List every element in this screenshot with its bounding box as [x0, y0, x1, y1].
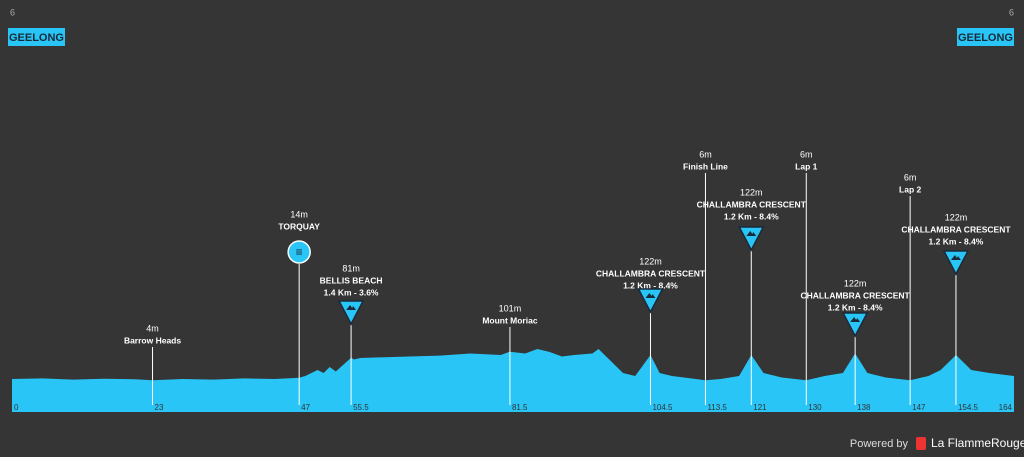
x-tick-label: 23 — [155, 403, 164, 412]
waypoint-altitude: 81m — [342, 263, 360, 273]
climb-icon — [337, 300, 365, 326]
climb-symbol — [645, 293, 656, 298]
waypoint-altitude: 122m — [844, 278, 867, 288]
climb-symbol — [346, 305, 357, 310]
climb-icon — [942, 250, 970, 276]
finish-name: GEELONG — [958, 32, 1013, 44]
waypoint-altitude: 6m — [699, 149, 712, 159]
waypoint-name: CHALLAMBRA CRESCENT — [901, 224, 1011, 234]
climb-symbol — [950, 255, 961, 260]
climb-symbol — [850, 317, 861, 322]
x-tick-label: 47 — [301, 403, 310, 412]
waypoint-name: TORQUAY — [278, 221, 320, 231]
elevation-area — [12, 349, 1014, 412]
sprint-symbol: ≡ — [296, 245, 303, 259]
waypoint-altitude: 101m — [499, 303, 522, 313]
x-tick-label: 164 — [999, 403, 1013, 412]
x-tick-label: 154.5 — [958, 403, 979, 412]
waypoint-detail: 1.2 Km - 8.4% — [724, 211, 779, 221]
climb-icon — [637, 288, 664, 314]
waypoint-name: Mount Moriac — [482, 315, 538, 325]
waypoint-detail: 1.4 Km - 3.6% — [324, 287, 379, 297]
x-tick-label: 55.5 — [353, 403, 369, 412]
climb-icon — [841, 312, 869, 338]
waypoint-detail: 1.2 Km - 8.4% — [929, 236, 984, 246]
powered-by: Powered by — [850, 438, 909, 450]
waypoint-altitude: 14m — [290, 209, 308, 219]
waypoint-altitude: 122m — [945, 212, 968, 222]
waypoint-altitude: 122m — [740, 187, 763, 197]
waypoint-detail: 1.2 Km - 8.4% — [828, 302, 883, 312]
brand: La FlammeRouge — [931, 436, 1024, 450]
waypoint-altitude: 4m — [146, 323, 159, 333]
waypoint-name: CHALLAMBRA CRESCENT — [596, 268, 706, 278]
start-name: GEELONG — [9, 32, 64, 44]
finish-number: 6 — [1009, 7, 1014, 17]
waypoint-altitude: 6m — [904, 172, 917, 182]
waypoint-name: Lap 1 — [795, 161, 817, 171]
start-number: 6 — [10, 7, 15, 17]
finish-box — [957, 28, 1014, 46]
start-box — [8, 28, 65, 46]
waypoint-detail: 1.2 Km - 8.4% — [623, 280, 678, 290]
x-tick-label: 121 — [753, 403, 767, 412]
waypoint-name: CHALLAMBRA CRESCENT — [697, 199, 807, 209]
x-tick-label: 147 — [912, 403, 926, 412]
waypoint-name: BELLIS BEACH — [320, 275, 383, 285]
brand-icon — [916, 437, 926, 450]
waypoint-altitude: 6m — [800, 149, 813, 159]
waypoint-name: Barrow Heads — [124, 335, 181, 345]
waypoint-name: Lap 2 — [899, 184, 921, 194]
waypoint-name: Finish Line — [683, 161, 728, 171]
climb-symbol — [746, 231, 757, 236]
x-tick-label: 104.5 — [652, 403, 673, 412]
waypoint-altitude: 122m — [639, 256, 662, 266]
x-tick-label: 0 — [14, 403, 19, 412]
x-tick-label: 113.5 — [707, 403, 727, 412]
x-tick-label: 81.5 — [512, 403, 528, 412]
plot: 0 23 47 55.5 81.5 104.5 113.5 121 130 138 147 154.5… — [12, 149, 1014, 412]
x-tick-label: 138 — [857, 403, 871, 412]
climb-icon — [738, 226, 765, 252]
sprint-icon — [287, 240, 311, 264]
x-tick-label: 130 — [808, 403, 822, 412]
waypoint-name: CHALLAMBRA CRESCENT — [801, 290, 911, 300]
